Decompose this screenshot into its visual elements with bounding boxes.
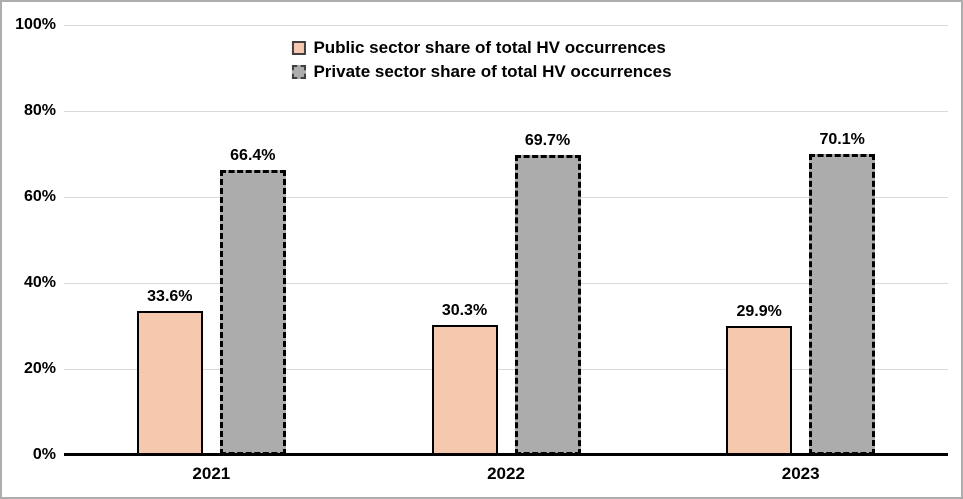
data-label-private-2023: 70.1% (819, 130, 865, 148)
bar-column: 66.4% (219, 146, 286, 455)
y-tick-60: 60% (23, 188, 56, 205)
gridline-80 (64, 111, 948, 112)
x-axis-labels: 2021 2022 2023 (64, 464, 948, 484)
bar-column: 70.1% (809, 130, 876, 455)
bar-private-2021 (219, 169, 286, 455)
plot-area: 33.6% 66.4% 30.3% 69.7% (64, 25, 948, 456)
bar-group-2021: 33.6% 66.4% (64, 25, 359, 455)
bar-public-2021 (136, 310, 203, 455)
x-label-2021: 2021 (192, 464, 231, 483)
legend-item-public: Public sector share of total HV occurren… (291, 38, 666, 58)
bar-column: 69.7% (514, 132, 581, 455)
bar-group-2022: 30.3% 69.7% (359, 25, 654, 455)
legend-label-public: Public sector share of total HV occurren… (313, 38, 666, 57)
gridline-40 (64, 283, 948, 284)
public-series-swatch-icon (291, 41, 306, 55)
bar-private-2023 (809, 153, 876, 455)
legend-label-private: Private sector share of total HV occurre… (313, 62, 672, 81)
data-label-private-2021: 66.4% (230, 146, 276, 164)
data-label-public-2021: 33.6% (147, 287, 193, 305)
bar-column: 29.9% (726, 303, 793, 455)
legend-item-private: Private sector share of total HV occurre… (291, 62, 672, 82)
bar-public-2022 (431, 324, 498, 455)
legend: Public sector share of total HV occurren… (291, 38, 672, 82)
bar-public-2023 (726, 326, 793, 455)
x-label-2022: 2022 (487, 464, 525, 483)
bar-groups: 33.6% 66.4% 30.3% 69.7% (64, 25, 948, 455)
y-tick-0: 0% (32, 446, 56, 463)
bar-column: 30.3% (431, 301, 498, 455)
private-series-swatch-icon (291, 65, 306, 79)
bar-column: 33.6% (136, 287, 203, 455)
gridline-20 (64, 369, 948, 370)
data-label-public-2022: 30.3% (441, 301, 488, 319)
gridline-100 (64, 25, 948, 26)
bar-group-2023: 29.9% 70.1% (653, 25, 948, 455)
y-tick-80: 80% (23, 102, 56, 119)
gridline-60 (64, 197, 948, 198)
y-tick-20: 20% (23, 360, 56, 377)
y-tick-100: 100% (15, 16, 56, 33)
data-label-private-2022: 69.7% (524, 132, 571, 150)
x-label-2023: 2023 (781, 464, 820, 483)
data-label-public-2023: 29.9% (736, 303, 782, 321)
bar-private-2022 (514, 155, 581, 455)
x-axis-line (64, 453, 948, 456)
y-tick-40: 40% (23, 274, 56, 291)
